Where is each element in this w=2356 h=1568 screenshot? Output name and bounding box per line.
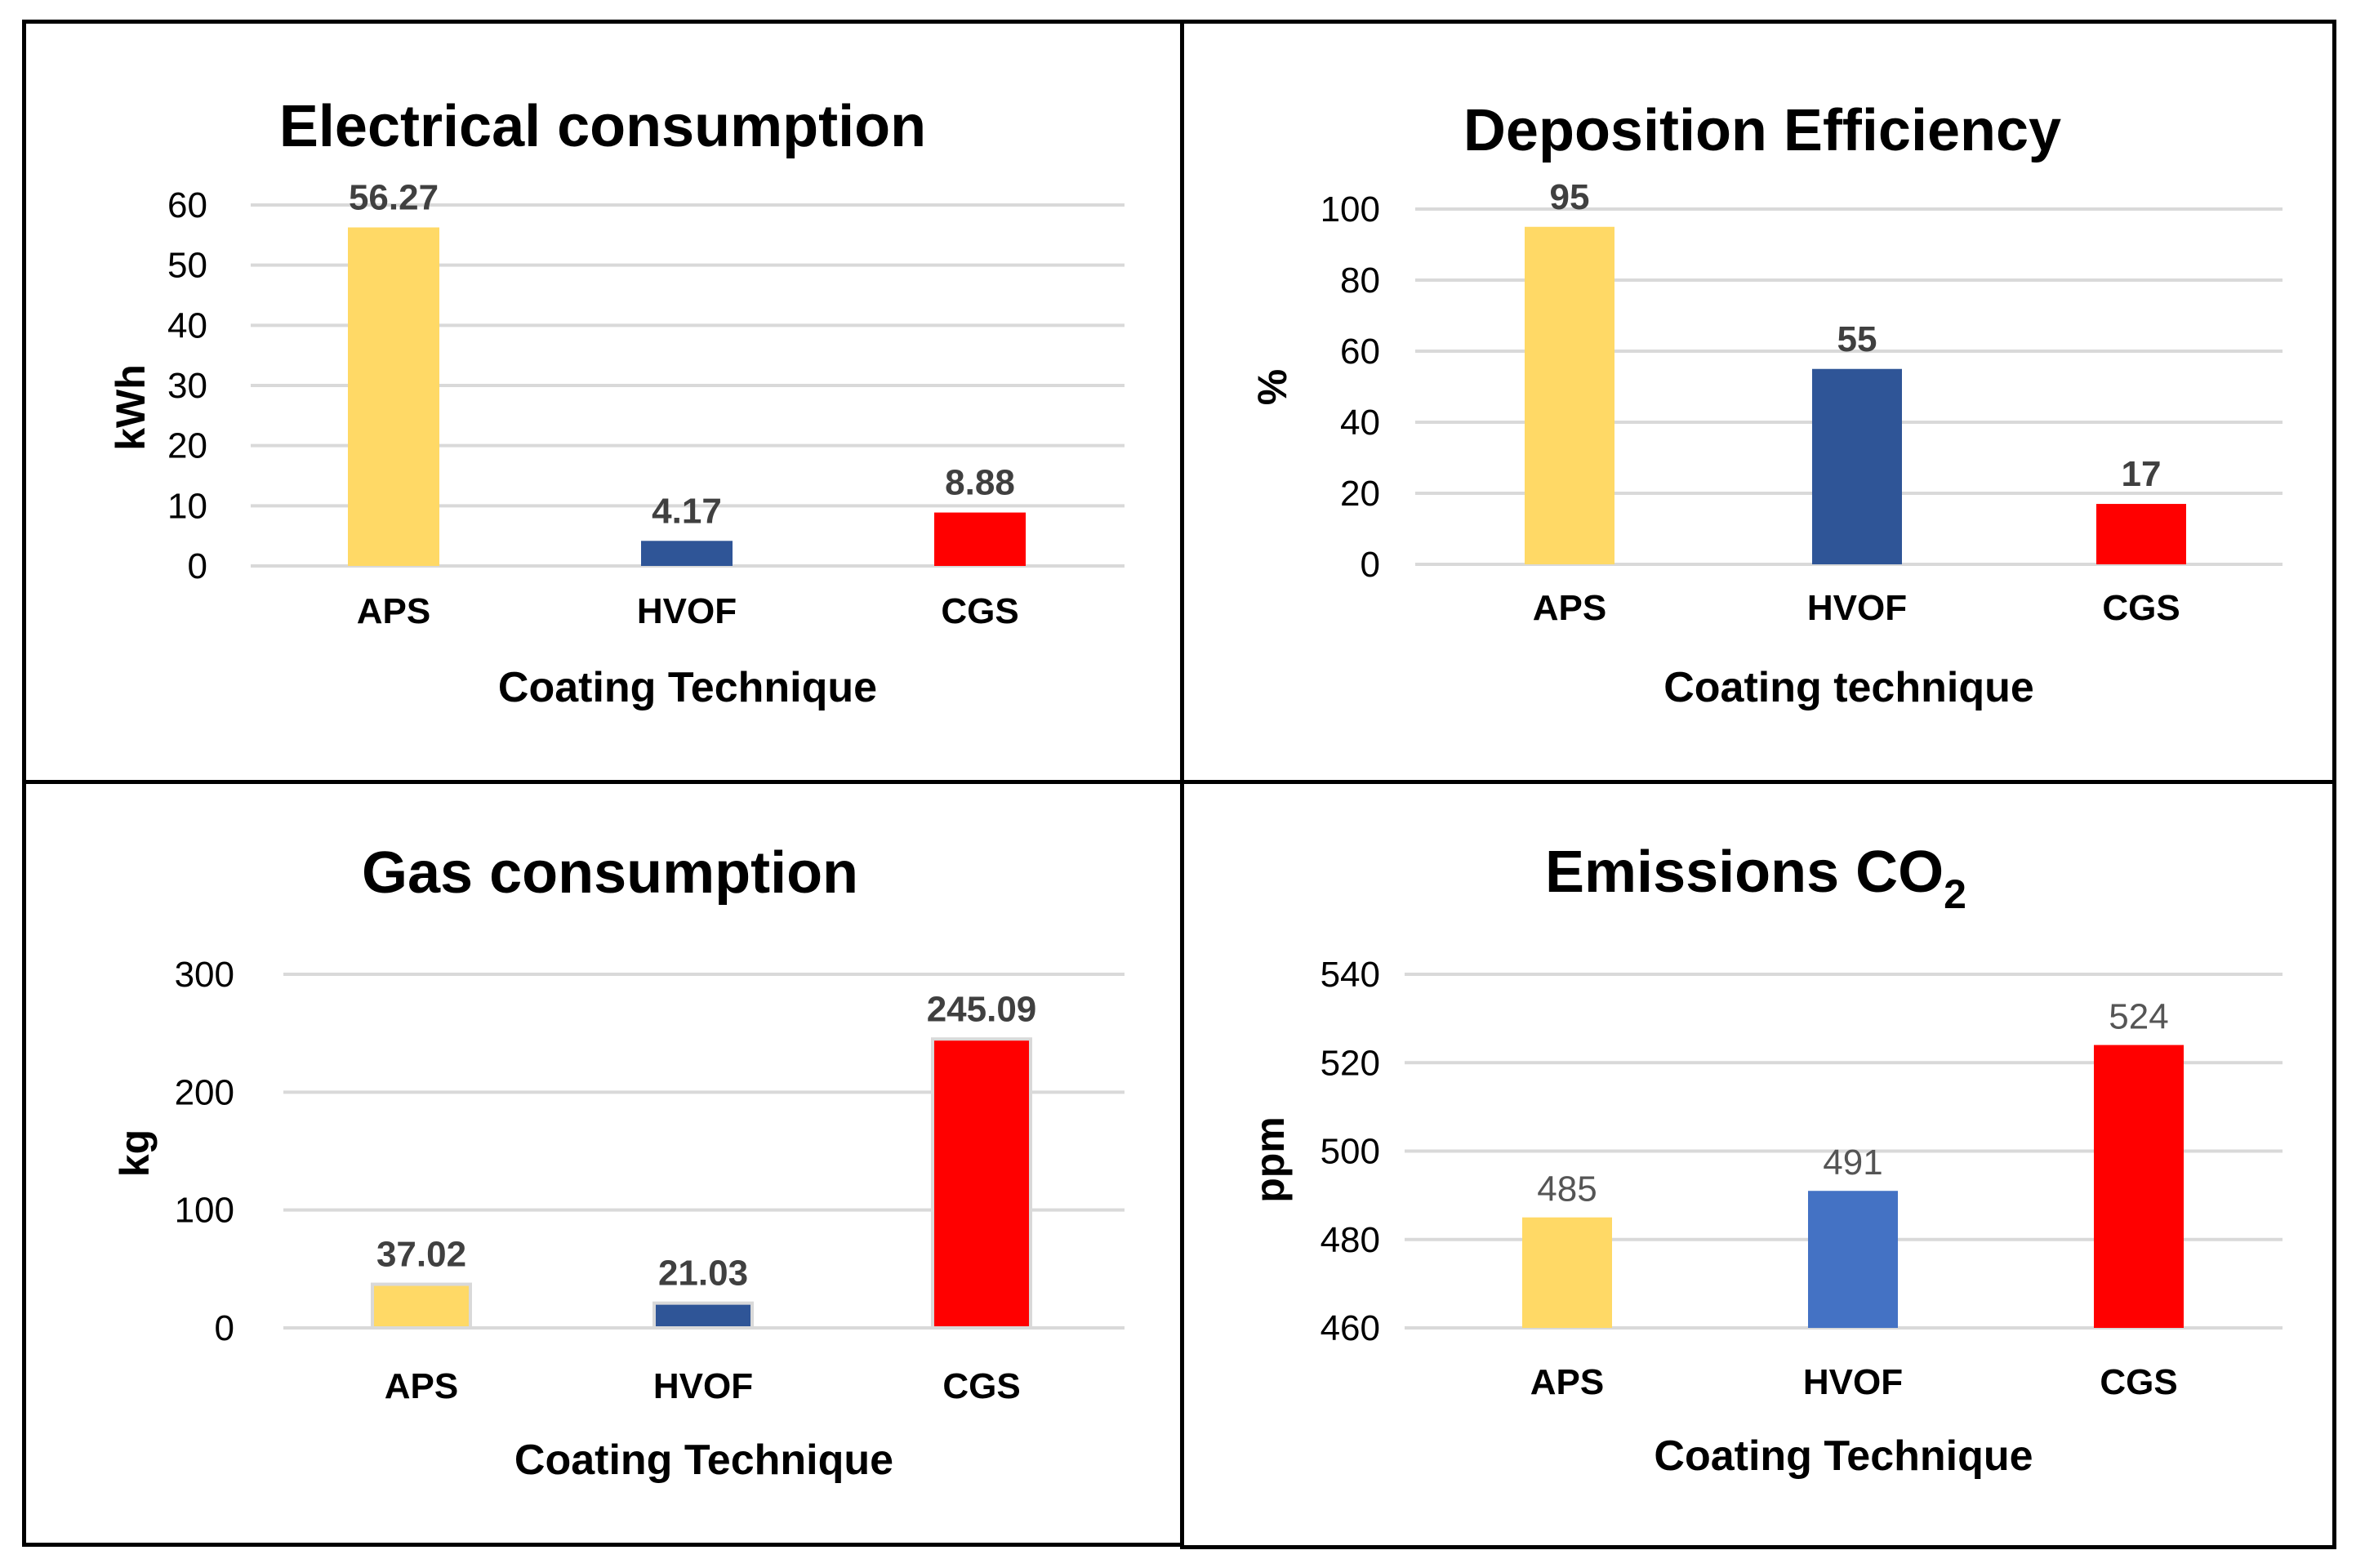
bar-cgs: [2094, 1045, 2184, 1328]
emissions-co2-chart: Emissions CO2 460 480 500 520 540 485 APS 491 HV…: [1247, 840, 2283, 1480]
bar-aps: [371, 1282, 472, 1330]
y-axis-title: kWh: [108, 364, 154, 451]
x-axis-title: Coating Technique: [514, 1437, 893, 1484]
x-axis-title: Coating technique: [1663, 664, 2034, 711]
bar-aps: [1525, 226, 1614, 564]
x-tick-label: CGS: [941, 591, 1018, 631]
y-tick-label: 60: [1340, 332, 1380, 372]
x-tick-label: HVOF: [1807, 588, 1907, 628]
data-label: 17: [2122, 454, 2162, 494]
x-tick-label: HVOF: [653, 1366, 753, 1406]
y-tick-label: 0: [188, 546, 207, 586]
y-tick-label: 500: [1321, 1132, 1380, 1172]
deposition-efficiency-panel: Deposition Efficiency 0 20 40 60 80 100 95 APS 5…: [1180, 20, 2336, 785]
bar-hvof: [641, 541, 733, 566]
bar-hvof: [652, 1301, 754, 1330]
chart-title-subscript: 2: [1944, 871, 1966, 917]
y-tick-label: 40: [167, 305, 207, 345]
chart-title: Emissions CO2: [1545, 840, 1966, 917]
deposition-efficiency-chart: Deposition Efficiency 0 20 40 60 80 100 95 APS 5…: [1249, 98, 2283, 711]
x-tick-label: APS: [357, 591, 430, 631]
x-tick-label: HVOF: [1803, 1362, 1903, 1402]
x-tick-label: APS: [1533, 588, 1606, 628]
data-label: 245.09: [927, 989, 1037, 1029]
x-tick-label: CGS: [942, 1366, 1020, 1406]
chart-title: Electrical consumption: [279, 94, 926, 159]
y-tick-label: 10: [167, 486, 207, 526]
bar-cgs: [2096, 504, 2186, 564]
bar-cgs: [931, 1037, 1032, 1330]
bar-aps: [1522, 1217, 1612, 1328]
y-tick-label: 30: [167, 366, 207, 406]
chart-title: Gas consumption: [362, 840, 858, 906]
y-tick-label: 60: [167, 185, 207, 225]
data-label: 37.02: [376, 1235, 466, 1275]
emissions-co2-panel: Emissions CO2 460 480 500 520 540 485 APS 491 HV…: [1180, 780, 2336, 1549]
y-tick-label: 460: [1321, 1308, 1380, 1348]
data-label: 485: [1537, 1169, 1597, 1209]
x-tick-label: CGS: [2100, 1362, 2177, 1402]
x-tick-label: APS: [385, 1366, 458, 1406]
gas-consumption-chart: Gas consumption 0 100 200 300 37.02 APS 21.03 H…: [112, 840, 1125, 1484]
data-label: 8.88: [945, 463, 1015, 503]
y-tick-label: 40: [1340, 403, 1380, 443]
y-axis-title: ppm: [1247, 1116, 1293, 1203]
chart-title-main: Emissions CO: [1545, 840, 1944, 905]
y-axis-title: kg: [112, 1129, 158, 1177]
electrical-consumption-chart: Electrical consumption 0 10 20 30 40 50 60 56.2…: [108, 94, 1125, 711]
y-tick-label: 200: [175, 1072, 234, 1112]
y-tick-label: 480: [1321, 1220, 1380, 1260]
y-tick-label: 100: [175, 1191, 234, 1231]
y-axis-title: %: [1249, 369, 1295, 405]
electrical-consumption-panel: Electrical consumption 0 10 20 30 40 50 60 56.2…: [22, 20, 1184, 785]
bar-hvof: [1808, 1191, 1898, 1328]
chart-title: Deposition Efficiency: [1463, 98, 2061, 163]
y-tick-label: 0: [215, 1308, 234, 1348]
y-tick-label: 540: [1321, 955, 1380, 995]
data-label: 95: [1550, 177, 1590, 217]
bar-hvof: [1812, 368, 1902, 564]
gas-consumption-panel: Gas consumption 0 100 200 300 37.02 APS 21.03 H…: [22, 780, 1184, 1547]
y-tick-label: 0: [1361, 545, 1380, 585]
data-label: 55: [1837, 319, 1877, 359]
y-tick-label: 20: [1340, 474, 1380, 514]
x-tick-label: CGS: [2102, 588, 2180, 628]
bar-aps: [348, 227, 439, 566]
y-tick-label: 50: [167, 246, 207, 286]
data-label: 491: [1823, 1143, 1882, 1183]
x-axis-title: Coating Technique: [498, 664, 877, 711]
bar-cgs: [934, 512, 1026, 566]
y-tick-label: 80: [1340, 261, 1380, 301]
data-label: 21.03: [658, 1254, 748, 1294]
data-label: 56.27: [349, 177, 439, 217]
y-tick-label: 300: [175, 955, 234, 995]
x-axis-title: Coating Technique: [1654, 1432, 2033, 1480]
data-label: 524: [2109, 997, 2168, 1037]
x-tick-label: APS: [1530, 1362, 1604, 1402]
y-tick-label: 100: [1321, 189, 1380, 229]
x-tick-label: HVOF: [637, 591, 737, 631]
data-label: 4.17: [652, 491, 722, 531]
y-tick-label: 20: [167, 426, 207, 466]
y-tick-label: 520: [1321, 1043, 1380, 1083]
